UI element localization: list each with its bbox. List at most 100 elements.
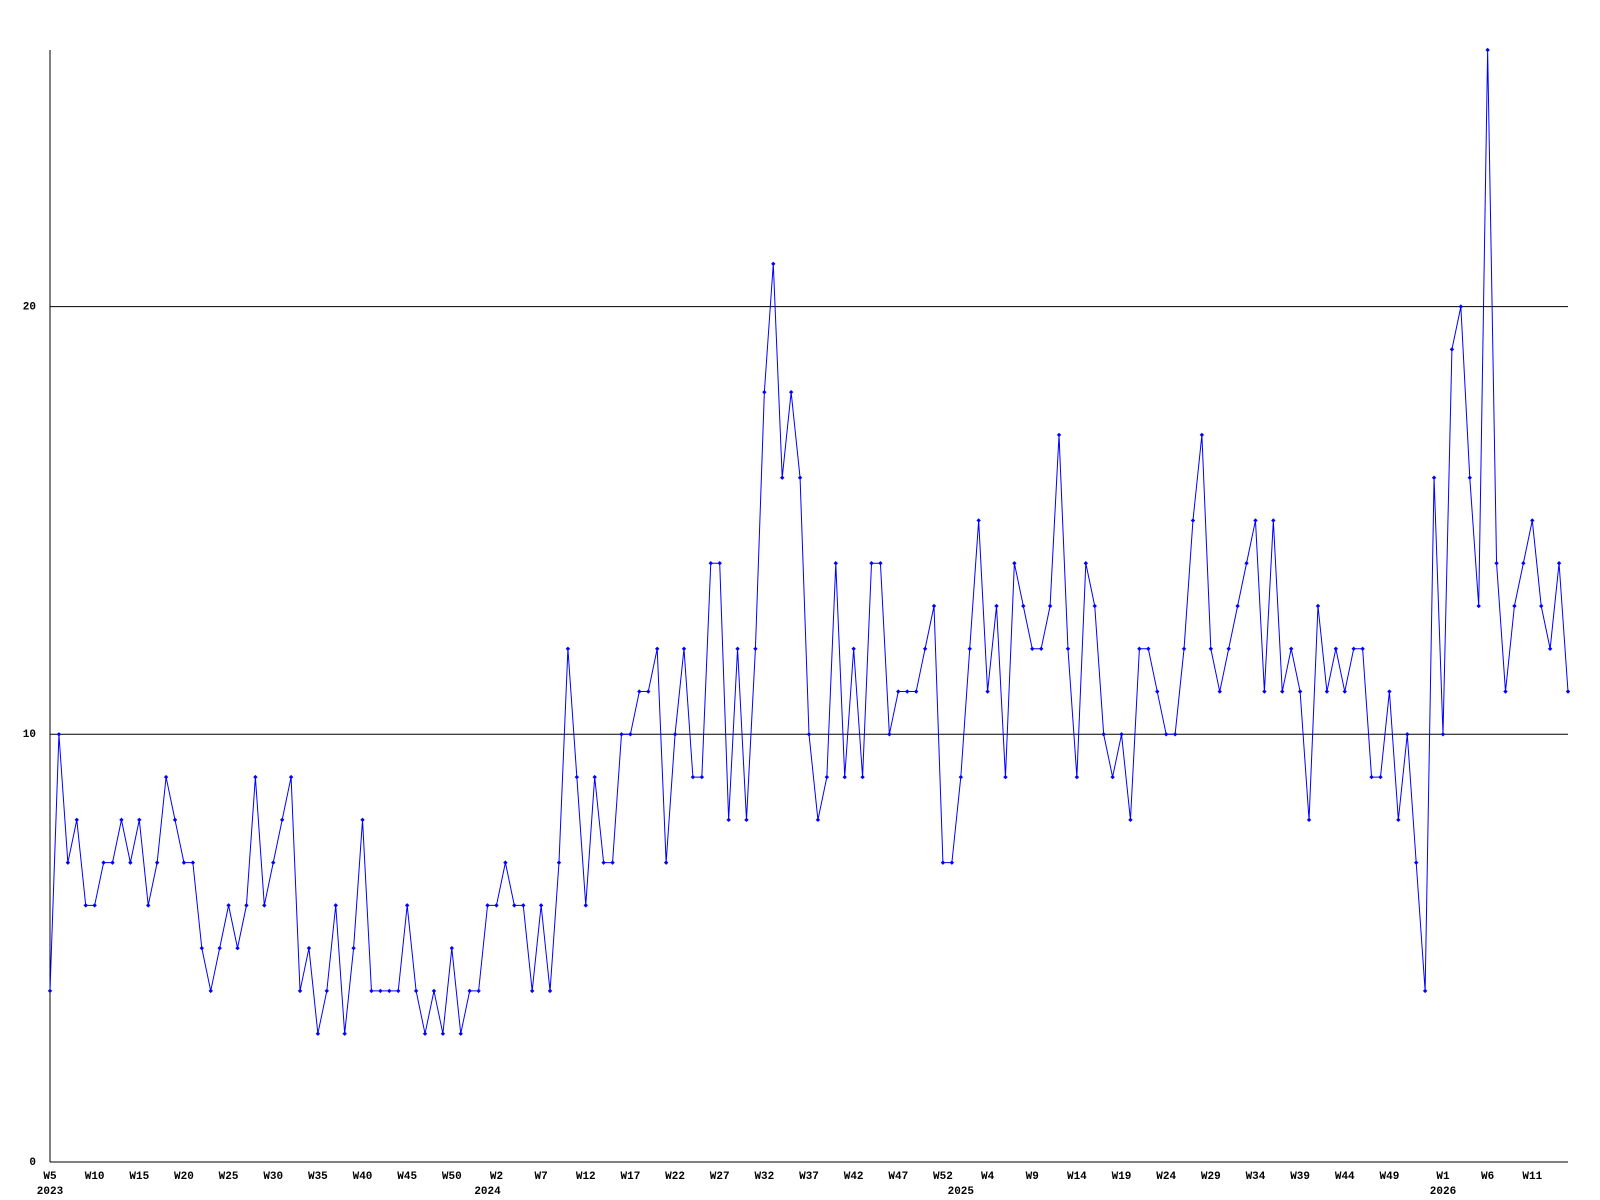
data-point — [1208, 646, 1214, 651]
data-point — [842, 774, 847, 780]
data-point — [1003, 774, 1008, 780]
x-tick-label: W27 — [710, 1171, 730, 1183]
data-point — [717, 561, 722, 566]
data-point — [360, 817, 365, 823]
data-point — [1503, 689, 1508, 694]
data-point — [1414, 860, 1419, 865]
data-point — [905, 689, 910, 694]
data-point — [976, 518, 981, 523]
x-tick-label: W10 — [85, 1171, 105, 1183]
data-point — [878, 561, 883, 566]
x-tick-label: W2 — [490, 1171, 503, 1183]
data-point — [815, 817, 821, 823]
x-tick-label: W49 — [1380, 1171, 1400, 1183]
data-point — [1119, 732, 1124, 737]
data-point — [378, 988, 383, 994]
x-tick-label: W34 — [1246, 1171, 1266, 1183]
data-point — [619, 732, 624, 737]
data-point — [851, 646, 856, 651]
data-point — [1521, 561, 1526, 566]
data-point — [1431, 475, 1437, 480]
data-point — [896, 689, 901, 694]
data-point — [637, 689, 642, 694]
data-point — [1333, 646, 1339, 651]
data-point — [1449, 347, 1455, 352]
data-point — [226, 903, 231, 908]
x-tick-label: W17 — [621, 1171, 641, 1183]
data-point — [387, 988, 392, 994]
data-point — [913, 689, 919, 694]
data-point — [512, 903, 517, 908]
data-point — [119, 817, 124, 823]
data-point — [56, 732, 62, 737]
data-point — [628, 732, 633, 737]
x-tick-label: W24 — [1156, 1171, 1176, 1183]
data-point — [110, 860, 115, 865]
data-point — [217, 945, 222, 951]
x-tick-label: W19 — [1112, 1171, 1132, 1183]
data-point — [672, 732, 678, 737]
data-point — [869, 561, 874, 566]
data-point — [1190, 518, 1196, 523]
data-point — [413, 988, 419, 994]
data-point — [494, 903, 499, 908]
data-point — [253, 774, 258, 780]
data-point — [369, 988, 374, 994]
data-point — [1315, 603, 1321, 609]
x-tick-label: W39 — [1290, 1171, 1310, 1183]
data-point — [181, 860, 187, 865]
x-group-label: 2026 — [1430, 1186, 1456, 1198]
data-point — [538, 903, 544, 908]
data-point — [1539, 603, 1544, 609]
data-point — [1244, 561, 1249, 566]
data-point — [985, 689, 990, 694]
data-point — [1226, 646, 1231, 651]
data-point — [1012, 561, 1017, 566]
y-tick-label: 0 — [29, 1157, 36, 1169]
data-point — [467, 988, 472, 994]
data-point — [1467, 475, 1472, 480]
x-group-label: 2025 — [948, 1186, 975, 1198]
data-point — [1324, 689, 1330, 694]
data-point — [449, 945, 455, 951]
x-tick-label: W20 — [174, 1171, 194, 1183]
data-point — [1128, 817, 1133, 823]
data-point — [146, 903, 151, 908]
data-point — [1547, 646, 1553, 651]
data-point — [1110, 774, 1115, 780]
data-point — [1155, 689, 1160, 694]
data-point — [1065, 646, 1071, 651]
data-point — [780, 475, 785, 480]
data-point — [797, 475, 803, 480]
data-point — [65, 860, 71, 865]
x-tick-label: W25 — [219, 1171, 239, 1183]
data-point — [646, 689, 651, 694]
data-point — [1083, 561, 1089, 566]
data-point — [744, 817, 749, 823]
data-point — [1342, 689, 1347, 694]
x-tick-label: W35 — [308, 1171, 328, 1183]
data-point — [1556, 561, 1562, 566]
data-point — [1387, 689, 1392, 694]
data-point — [83, 903, 88, 908]
data-point — [699, 774, 705, 780]
data-point — [806, 732, 812, 737]
data-point — [1405, 732, 1410, 737]
data-point — [681, 646, 687, 651]
x-tick-label: W52 — [933, 1171, 953, 1183]
x-group-label: 2023 — [37, 1186, 64, 1198]
x-tick-label: W45 — [397, 1171, 417, 1183]
data-point — [1512, 603, 1517, 609]
x-tick-label: W32 — [754, 1171, 774, 1183]
x-tick-label: W47 — [888, 1171, 908, 1183]
data-point — [1378, 774, 1383, 780]
data-point — [74, 817, 79, 823]
data-point — [708, 561, 713, 566]
data-point — [1163, 732, 1169, 737]
data-point — [199, 945, 204, 951]
data-point — [404, 903, 410, 908]
data-point — [1217, 689, 1222, 694]
data-line — [49, 49, 1569, 1034]
data-point — [529, 988, 535, 994]
data-point — [1253, 518, 1258, 523]
